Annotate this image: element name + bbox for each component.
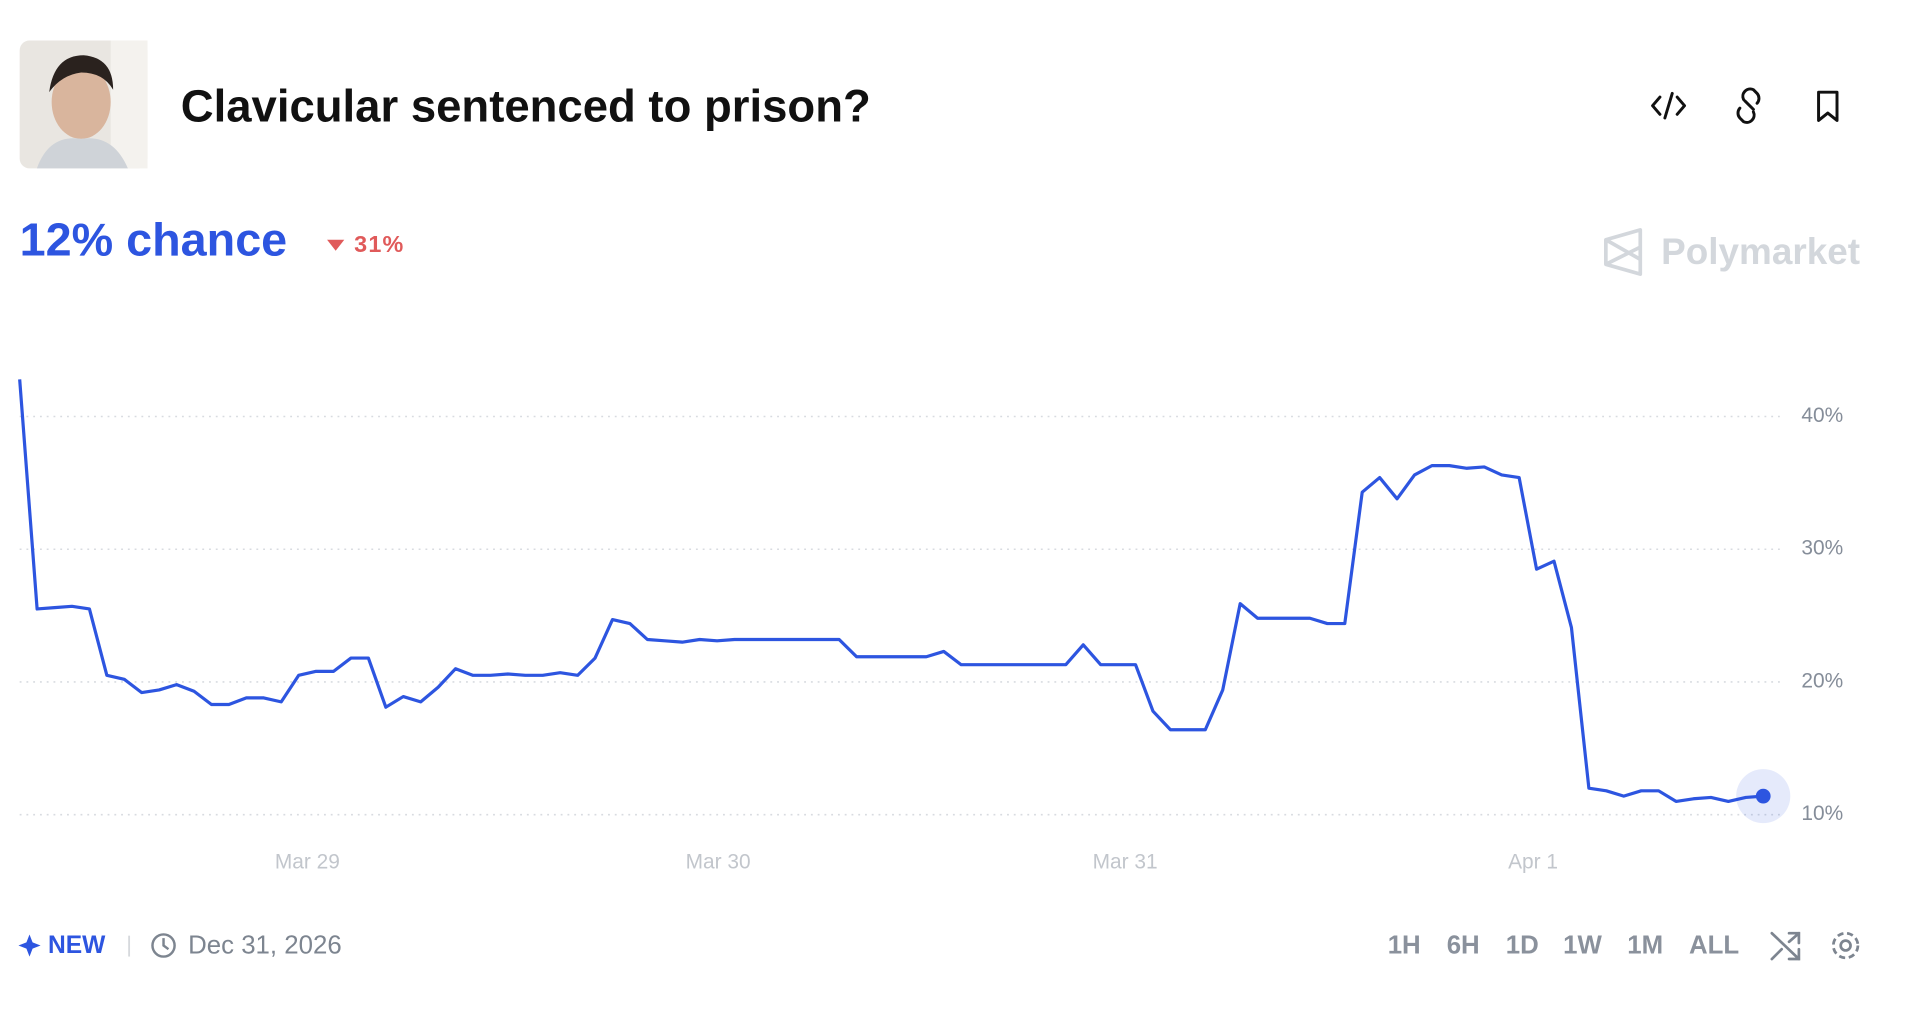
range-button[interactable]: ALL: [1689, 932, 1739, 960]
end-date: Dec 31, 2026: [188, 932, 342, 960]
change: 31%: [354, 231, 404, 257]
x-tick-label: Mar 31: [1093, 851, 1158, 874]
badge-text: NEW: [48, 932, 106, 959]
y-tick-label: 40%: [1801, 404, 1843, 427]
settings-button[interactable]: [1831, 931, 1860, 960]
x-tick-label: Apr 1: [1508, 851, 1558, 874]
y-tick-label: 10%: [1801, 802, 1843, 825]
range-button[interactable]: 1W: [1563, 932, 1602, 960]
clock-icon: [151, 933, 176, 958]
y-tick-label: 20%: [1801, 669, 1843, 692]
range-button[interactable]: 1M: [1627, 932, 1663, 960]
y-tick-label: 30%: [1801, 537, 1843, 560]
range-button[interactable]: 1H: [1388, 932, 1421, 960]
price-line: [18, 379, 1764, 804]
chart: 10% 20% 30% 40% Mar 29 Mar 30 Mar 31 Apr 1: [18, 379, 1843, 874]
x-tick-label: Mar 30: [686, 851, 751, 874]
range-buttons: 1H 6H 1D 1W 1M ALL: [1388, 932, 1739, 960]
shuffle-button[interactable]: [1770, 931, 1801, 961]
last-point: [1755, 788, 1771, 804]
x-tick-label: Mar 29: [275, 851, 340, 874]
brand-logo: [1604, 228, 1643, 276]
title: Clavicular sentenced to prison?: [181, 80, 871, 131]
change-arrow: [327, 239, 345, 251]
new-badge: NEW: [18, 932, 106, 959]
avatar: [19, 40, 148, 169]
range-button[interactable]: 6H: [1447, 932, 1480, 960]
bookmark-button[interactable]: [1817, 90, 1839, 122]
range-button[interactable]: 1D: [1506, 932, 1539, 960]
chance: 12% chance: [20, 214, 288, 266]
embed-button[interactable]: [1651, 91, 1687, 120]
brand: Polymarket: [1661, 231, 1860, 272]
link-button[interactable]: [1736, 87, 1761, 124]
